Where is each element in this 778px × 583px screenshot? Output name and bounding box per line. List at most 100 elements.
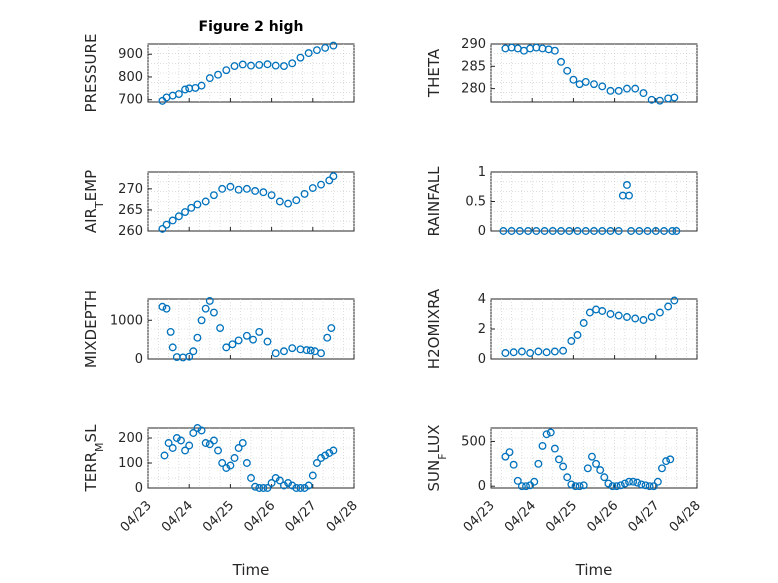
- data-point: [185, 352, 194, 361]
- data-point: [672, 227, 681, 235]
- data-point: [585, 308, 594, 317]
- y-tick-label: 0: [135, 481, 143, 496]
- subplot-3: 260 265 270 AIRTEMP: [82, 170, 355, 239]
- data-point: [164, 439, 173, 447]
- y-tick-label: 290: [461, 37, 486, 52]
- data-point: [581, 77, 590, 86]
- y-tick-label: 280: [461, 82, 486, 97]
- data-point: [271, 61, 280, 70]
- data-point: [571, 482, 580, 491]
- data-point: [670, 93, 679, 102]
- data-point: [247, 474, 255, 482]
- data-point: [608, 482, 617, 491]
- data-point: [172, 434, 181, 442]
- data-point: [653, 477, 662, 486]
- data-point: [530, 477, 539, 486]
- data-point: [633, 478, 642, 487]
- subplot-4: 0 0.5 1 RAINFALL: [425, 165, 698, 239]
- data-point: [187, 203, 196, 212]
- data-point: [284, 479, 293, 487]
- data-point: [247, 61, 255, 70]
- data-point: [583, 464, 592, 473]
- data-point: [168, 216, 177, 225]
- y-tick-label: 285: [461, 59, 486, 74]
- x-tick-label: 04/27: [283, 498, 320, 535]
- x-tick-label: 04/25: [543, 498, 580, 535]
- data-point: [662, 457, 671, 466]
- data-point: [168, 343, 177, 352]
- data-point: [238, 60, 247, 69]
- data-point: [226, 182, 235, 191]
- data-point: [181, 208, 190, 216]
- data-point: [197, 81, 206, 90]
- data-point: [193, 333, 202, 342]
- data-point: [575, 482, 584, 491]
- x-tick-label: 04/28: [324, 498, 361, 535]
- data-point: [304, 49, 313, 58]
- data-point: [655, 96, 664, 105]
- x-tick-label: 04/24: [159, 498, 196, 535]
- data-point: [505, 448, 514, 457]
- data-point: [590, 227, 598, 235]
- data-point: [573, 331, 582, 339]
- data-point: [606, 86, 615, 95]
- data-point: [284, 199, 293, 208]
- data-point: [209, 191, 218, 200]
- subplot-2: 280 285 290 THETA: [425, 37, 698, 105]
- data-point: [329, 446, 338, 455]
- data-point: [670, 296, 679, 305]
- data-point: [534, 347, 543, 356]
- data-point: [567, 337, 576, 345]
- data-point: [629, 477, 638, 486]
- x-tick-label: 04/27: [626, 498, 663, 535]
- data-point: [158, 302, 167, 311]
- data-point: [559, 462, 568, 471]
- subplot-5: 0 1000 MIXDEPTH: [82, 290, 355, 368]
- data-point: [600, 473, 609, 482]
- data-point: [222, 464, 231, 472]
- data-point: [255, 484, 264, 492]
- data-point: [606, 227, 615, 235]
- data-point: [222, 343, 231, 352]
- data-point: [550, 347, 559, 356]
- data-point: [540, 227, 549, 235]
- data-point: [639, 89, 648, 98]
- y-tick-label: 200: [118, 431, 143, 446]
- data-point: [174, 90, 183, 98]
- data-point: [321, 43, 330, 52]
- data-point: [623, 84, 631, 93]
- data-point: [181, 446, 190, 455]
- data-point: [329, 172, 338, 181]
- data-point: [563, 473, 572, 482]
- y-tick-label: 100: [118, 456, 143, 471]
- data-point: [160, 451, 169, 460]
- data-point: [234, 336, 243, 345]
- data-point: [614, 311, 623, 320]
- data-point: [329, 41, 338, 50]
- data-point: [216, 324, 225, 332]
- data-point: [263, 484, 272, 492]
- data-point: [651, 227, 660, 235]
- x-tick-label: 04/24: [502, 498, 539, 535]
- x-tick-label: 04/25: [200, 498, 237, 535]
- data-point: [302, 346, 311, 355]
- data-point: [189, 429, 198, 437]
- x-axis-label-left: Time: [232, 561, 270, 579]
- data-point: [166, 327, 175, 336]
- data-point: [238, 439, 247, 447]
- y-tick-label: 270: [118, 182, 143, 197]
- data-point: [658, 464, 666, 473]
- y-axis-label: MIXDEPTH: [82, 290, 100, 368]
- data-point: [649, 482, 658, 491]
- data-point: [242, 184, 251, 193]
- data-point: [300, 189, 309, 198]
- data-point: [201, 439, 210, 447]
- data-point: [292, 196, 301, 205]
- y-tick-label: 0: [478, 479, 486, 494]
- data-point: [230, 62, 239, 71]
- data-point: [288, 481, 297, 490]
- data-point: [509, 348, 518, 357]
- x-tick-label: 04/23: [118, 498, 155, 535]
- data-point: [623, 181, 631, 189]
